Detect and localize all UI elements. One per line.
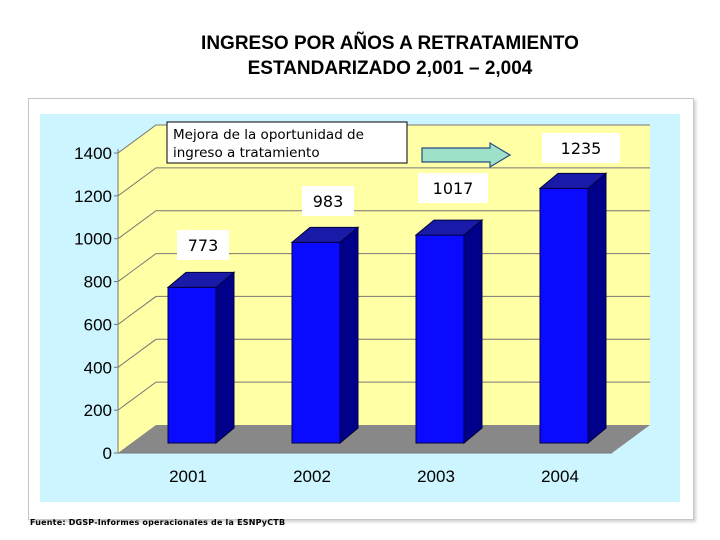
bar-side bbox=[587, 172, 607, 445]
y-tick-label: 1200 bbox=[74, 187, 112, 206]
value-label-box bbox=[177, 230, 229, 260]
bar-top bbox=[538, 172, 608, 189]
gridline bbox=[117, 167, 650, 197]
gridline bbox=[117, 295, 650, 325]
gridline bbox=[117, 253, 650, 282]
y-tick-label: 600 bbox=[84, 315, 112, 334]
value-label: 1235 bbox=[561, 139, 602, 158]
bar-side bbox=[463, 219, 483, 445]
chart-title-line1: INGRESO POR AÑOS A RETRATAMIENTO bbox=[201, 33, 579, 54]
gridline bbox=[117, 338, 650, 368]
x-tick-label: 2004 bbox=[541, 467, 579, 486]
gridline bbox=[117, 381, 650, 411]
value-label-box bbox=[418, 173, 488, 203]
annotation-box bbox=[166, 121, 408, 164]
annotation-line2: ingreso a tratamiento bbox=[173, 145, 320, 161]
bar-front bbox=[291, 241, 341, 444]
bar-top bbox=[414, 219, 484, 236]
bar-side bbox=[215, 271, 235, 445]
y-tick-label: 1000 bbox=[74, 230, 112, 249]
arrow-icon bbox=[421, 141, 512, 169]
x-tick-label: 2002 bbox=[293, 467, 331, 486]
bar-front bbox=[539, 187, 589, 444]
y-tick-label: 200 bbox=[84, 401, 112, 420]
source-note: Fuente: DGSP-Informes operacionales de l… bbox=[30, 518, 286, 527]
annotation-line1: Mejora de la oportunidad de bbox=[173, 127, 364, 143]
bar-front bbox=[415, 234, 465, 444]
side-wall bbox=[118, 125, 156, 453]
bar-top bbox=[290, 226, 360, 243]
value-label-box bbox=[302, 186, 354, 216]
floor bbox=[118, 425, 650, 453]
bar-front bbox=[167, 286, 217, 444]
gridline bbox=[117, 210, 650, 240]
back-wall bbox=[156, 125, 650, 425]
value-label: 1017 bbox=[433, 179, 474, 198]
bar-top bbox=[166, 271, 236, 288]
gridline bbox=[117, 124, 650, 154]
y-tick-label: 400 bbox=[84, 358, 112, 377]
y-tick-label: 0 bbox=[103, 444, 112, 463]
x-tick-label: 2003 bbox=[417, 467, 455, 486]
value-label: 773 bbox=[188, 236, 219, 255]
value-label: 983 bbox=[313, 192, 344, 211]
bar-side bbox=[339, 226, 359, 445]
chart-title-line2: ESTANDARIZADO 2,001 – 2,004 bbox=[247, 58, 533, 79]
value-label-box bbox=[542, 133, 620, 163]
y-tick-label: 1400 bbox=[74, 144, 112, 163]
y-tick-label: 800 bbox=[84, 273, 112, 292]
x-tick-label: 2001 bbox=[169, 467, 207, 486]
